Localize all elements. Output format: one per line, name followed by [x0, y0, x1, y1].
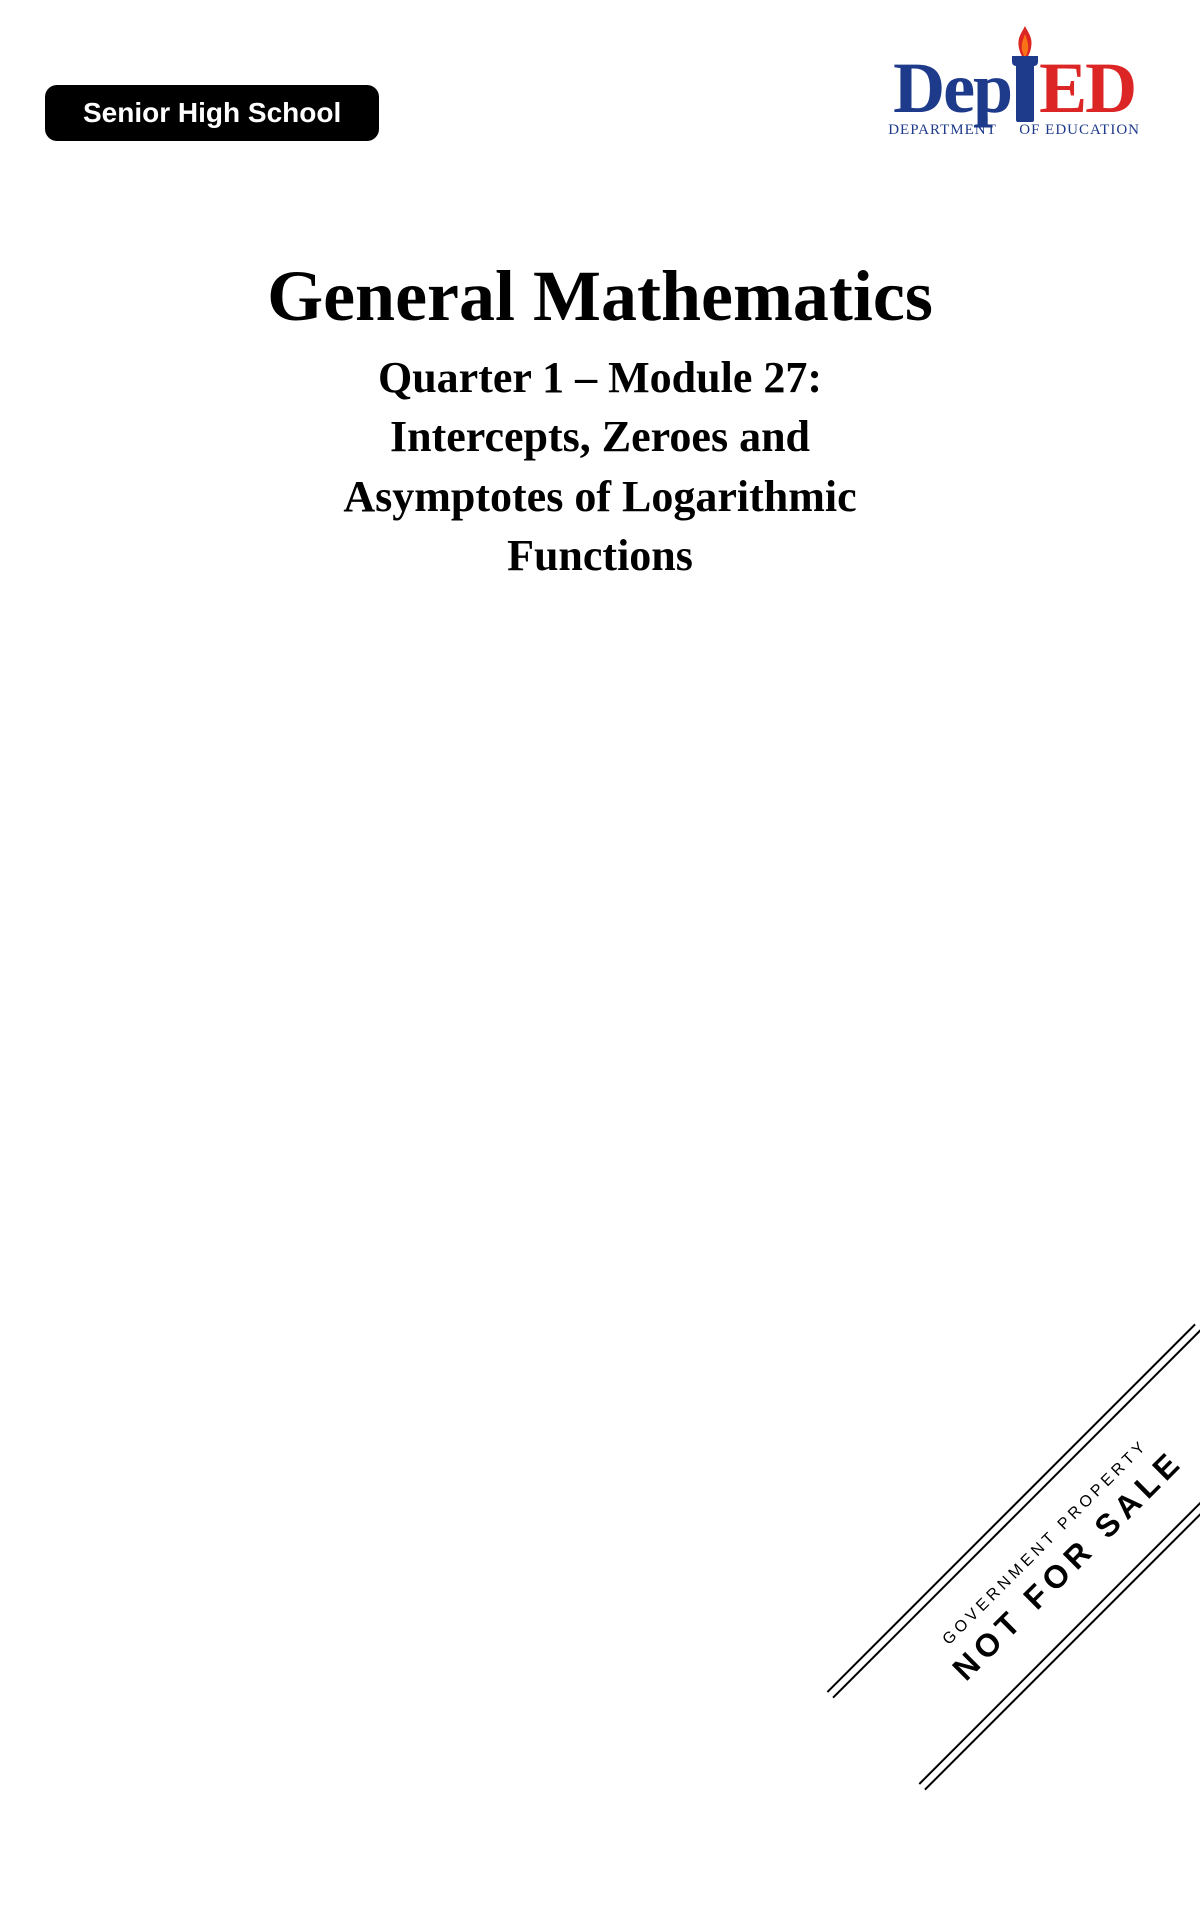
subtitle-line-1: Quarter 1 – Module 27: — [100, 348, 1100, 407]
badge-label: Senior High School — [83, 97, 341, 128]
logo-main-row: Dep ED — [888, 30, 1140, 130]
subtitle-line-4: Functions — [100, 526, 1100, 585]
torch-stick — [1016, 60, 1034, 122]
torch-icon — [1009, 30, 1041, 130]
logo-text-ed: ED — [1039, 47, 1135, 130]
logo-subtitle-left: DEPARTMENT — [888, 122, 996, 138]
subtitle-line-2: Intercepts, Zeroes and — [100, 407, 1100, 466]
logo-text-dep: De — [893, 47, 973, 130]
main-title: General Mathematics — [100, 255, 1100, 338]
deped-logo: Dep ED DEPARTMENT OF EDUCATION — [888, 30, 1140, 139]
government-property-stamp: GOVERNMENT PROPERTY NOT FOR SALE — [692, 1189, 1200, 1924]
subtitle-line-3: Asymptotes of Logarithmic — [100, 467, 1100, 526]
logo-text-p: p — [973, 47, 1011, 130]
grade-level-badge: Senior High School — [45, 85, 379, 141]
title-block: General Mathematics Quarter 1 – Module 2… — [0, 255, 1200, 586]
stamp-border-inner — [832, 1329, 1200, 1784]
module-subtitle: Quarter 1 – Module 27: Intercepts, Zeroe… — [100, 348, 1100, 586]
